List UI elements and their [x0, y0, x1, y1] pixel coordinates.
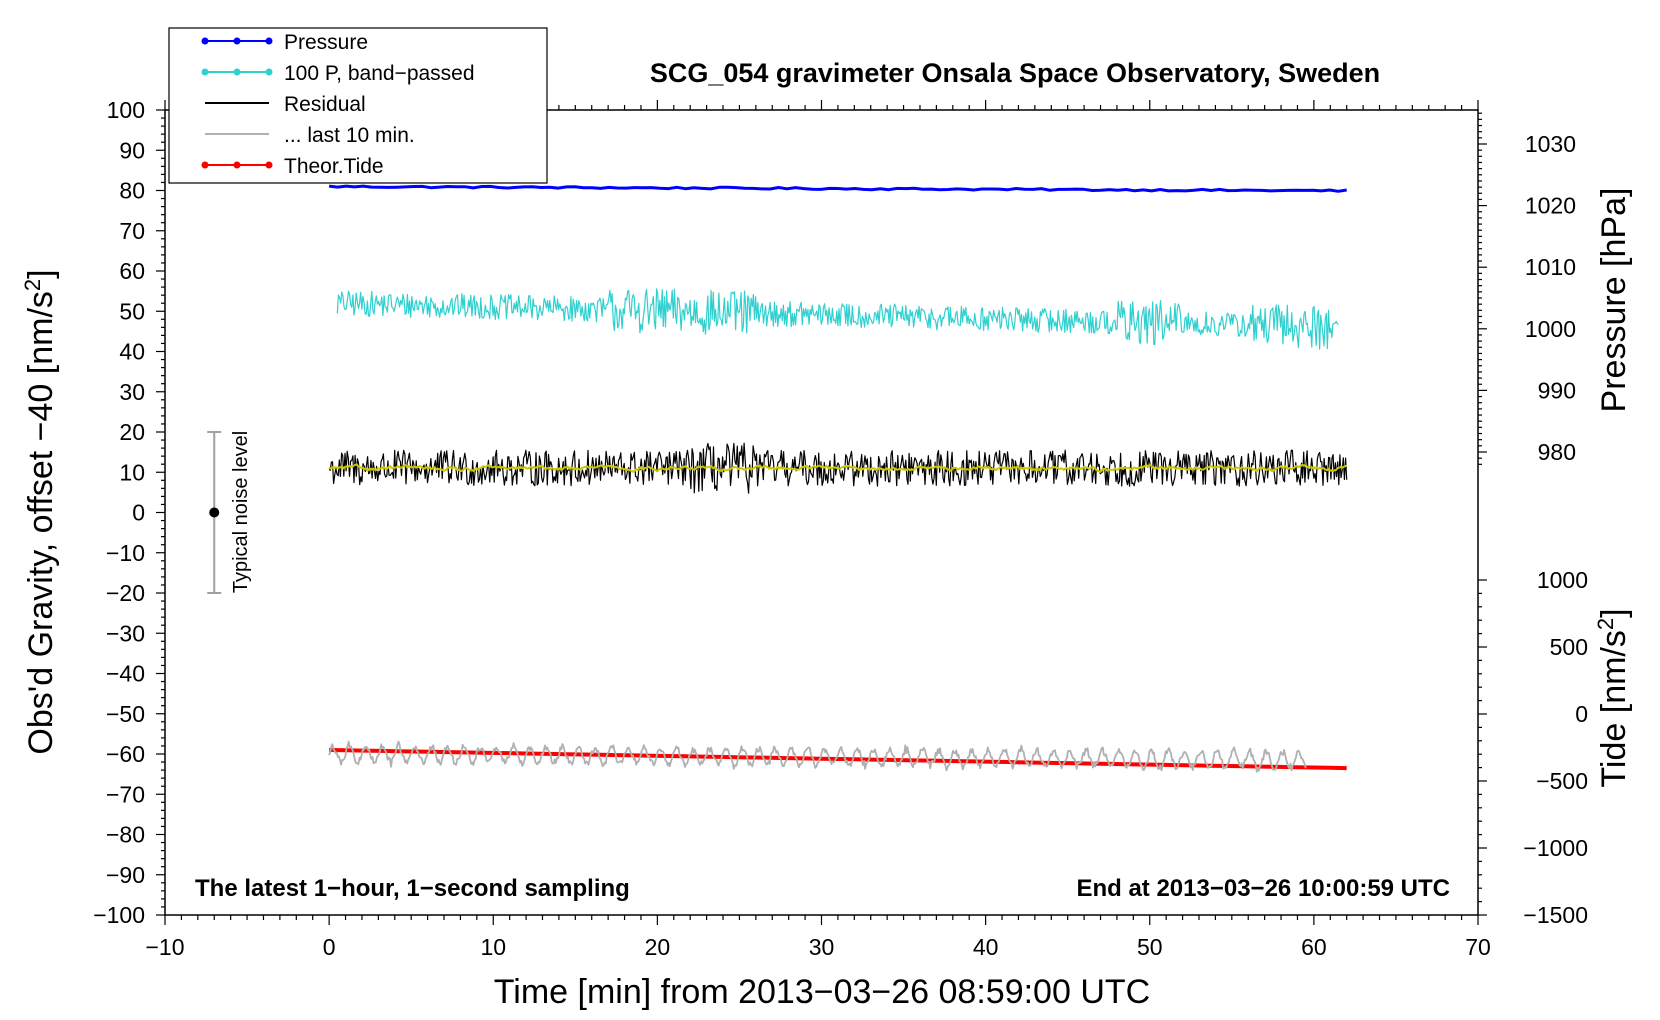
series-layer: [328, 184, 1348, 773]
y-pressure-tick-label: 1010: [1525, 254, 1576, 280]
y-pressure-tick-label: 1030: [1525, 131, 1576, 157]
legend-marker-100-p-band-passed: [201, 68, 209, 76]
x-tick-label: 70: [1465, 934, 1491, 960]
legend-marker-pressure: [265, 37, 273, 45]
y-left-axis-title-text: Obs'd Gravity, offset −40 [nm/s: [22, 291, 60, 754]
y-pressure-tick-label: 980: [1538, 439, 1576, 465]
y-left-tick-label: −40: [106, 661, 145, 687]
series-line-pressure: [328, 184, 1347, 193]
y-tide-tick-label: −500: [1536, 768, 1588, 794]
y-left-axis-title: Obs'd Gravity, offset −40 [nm/s2]: [20, 269, 60, 754]
y-left-tick-label: −10: [106, 540, 145, 566]
y-left-tick-label: −80: [106, 822, 145, 848]
axes-layer: [156, 100, 1487, 925]
y-left-tick-label: 90: [119, 137, 145, 163]
noise-bar-center-dot: [209, 507, 220, 518]
legend-label-pressure: Pressure: [284, 31, 368, 54]
noise-level-label: Typical noise level: [230, 431, 252, 593]
legend-marker-100-p-band-passed: [265, 68, 273, 76]
x-tick-label: 20: [645, 934, 671, 960]
legend-label-residual: Residual: [284, 93, 366, 116]
legend-marker-theor-tide: [201, 161, 209, 169]
legend-marker-100-p-band-passed: [233, 68, 241, 76]
x-tick-label: 60: [1301, 934, 1327, 960]
y-left-tick-label: 100: [107, 97, 145, 123]
y-left-axis-title-end: ]: [22, 269, 60, 278]
y-left-tick-label: 60: [119, 258, 145, 284]
y-left-tick-label: −100: [93, 902, 145, 928]
x-axis-title: Time [min] from 2013−03−26 08:59:00 UTC: [494, 973, 1150, 1011]
y-tide-axis-title-text: Tide [nm/s: [1595, 630, 1633, 787]
y-left-tick-label: 40: [119, 339, 145, 365]
y-left-tick-label: 70: [119, 218, 145, 244]
legend-marker-pressure: [201, 37, 209, 45]
legend-label-last-10-min: ... last 10 min.: [284, 124, 415, 147]
y-tide-tick-label: 0: [1575, 701, 1588, 727]
y-tide-axis-title-sup: 2: [1593, 618, 1618, 630]
y-left-tick-label: 50: [119, 298, 145, 324]
legend-label-100-p-band-passed: 100 P, band−passed: [284, 62, 475, 85]
y-tide-tick-label: −1500: [1523, 902, 1588, 928]
y-left-tick-label: −60: [106, 741, 145, 767]
y-tide-tick-label: −1000: [1523, 835, 1588, 861]
y-left-tick-label: 80: [119, 178, 145, 204]
series-line-residual-smoothed: [328, 463, 1347, 473]
legend-marker-pressure: [233, 37, 241, 45]
y-pressure-tick-label: 1020: [1525, 193, 1576, 219]
series-line-theor-tide: [329, 748, 1347, 771]
legend-layer: Pressure 100 P, band−passed Residual ... la…: [168, 27, 548, 184]
y-tide-tick-label: 500: [1550, 634, 1588, 660]
series-line-100-p-band-passed: [336, 288, 1339, 350]
y-pressure-tick-label: 1000: [1525, 316, 1576, 342]
y-left-tick-label: 20: [119, 419, 145, 445]
x-tick-label: 30: [809, 934, 835, 960]
y-left-tick-label: −30: [106, 620, 145, 646]
annotation-sampling: The latest 1−hour, 1−second sampling: [195, 875, 630, 902]
x-tick-label: 10: [480, 934, 506, 960]
y-tide-axis-title-end: ]: [1595, 608, 1633, 617]
legend-marker-theor-tide: [265, 161, 273, 169]
labels-layer: −10 0 10 20 30 40 50 60 701009080706050403020100…: [20, 58, 1633, 1011]
y-left-tick-label: −50: [106, 701, 145, 727]
annotation-end-time: End at 2013−03−26 10:00:59 UTC: [1076, 875, 1450, 902]
x-tick-label: −10: [145, 934, 184, 960]
legend-box: [168, 27, 548, 184]
y-pressure-tick-label: 990: [1538, 377, 1576, 403]
y-left-tick-label: 10: [119, 459, 145, 485]
y-tide-axis-title: Tide [nm/s2]: [1593, 608, 1633, 787]
x-tick-label: 0: [323, 934, 336, 960]
x-tick-label: 50: [1137, 934, 1163, 960]
series-line-residual: [328, 442, 1348, 494]
legend-label-theor-tide: Theor.Tide: [284, 155, 384, 178]
legend-marker-theor-tide: [233, 161, 241, 169]
x-tick-label: 40: [973, 934, 999, 960]
y-left-tick-label: −70: [106, 781, 145, 807]
y-left-tick-label: −20: [106, 580, 145, 606]
chart-title: SCG_054 gravimeter Onsala Space Observat…: [650, 58, 1380, 88]
y-left-tick-label: 30: [119, 379, 145, 405]
y-left-tick-label: 0: [132, 500, 145, 526]
series-line-last-10-min: [328, 740, 1307, 773]
y-tide-tick-label: 1000: [1537, 567, 1588, 593]
y-left-axis-title-sup: 2: [20, 279, 45, 291]
y-pressure-axis-title: Pressure [hPa]: [1595, 188, 1633, 413]
y-left-tick-label: −90: [106, 862, 145, 888]
